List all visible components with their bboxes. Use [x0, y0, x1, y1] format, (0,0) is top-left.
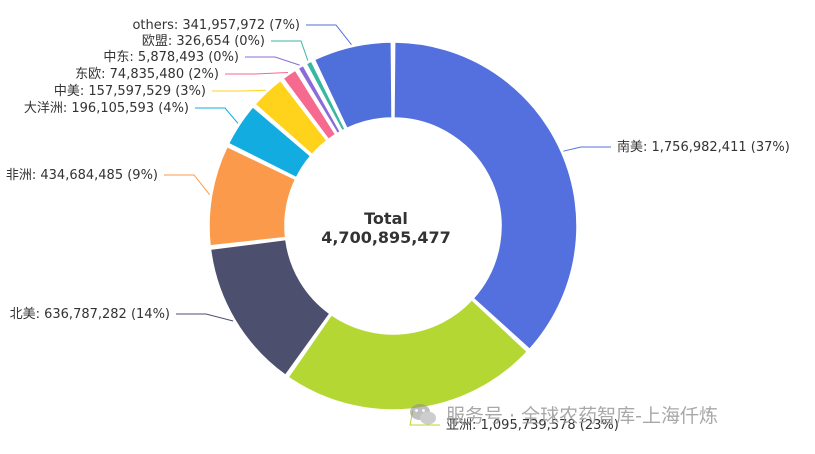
leader-line-北美 [176, 313, 234, 322]
slice-label-北美: 北美: 636,787,282 (14%) [10, 307, 170, 322]
slice-label-欧盟: 欧盟: 326,654 (0%) [142, 34, 265, 49]
center-total-title: Total [364, 209, 408, 228]
wechat-icon [410, 404, 436, 425]
slice-label-大洋洲: 大洋洲: 196,105,593 (4%) [24, 101, 189, 116]
leader-line-南美 [563, 146, 611, 152]
leader-line-others [306, 24, 352, 46]
slice-label-中美: 中美: 157,597,529 (3%) [54, 84, 206, 99]
slice-label-亚洲: 亚洲: 1,095,739,578 (23%) [446, 418, 619, 433]
slice-非洲[interactable] [208, 145, 297, 247]
slice-label-others: others: 341,957,972 (7%) [132, 18, 300, 33]
leader-line-非洲 [164, 174, 211, 195]
slice-label-中东: 中东: 5,878,493 (0%) [103, 50, 239, 65]
slice-labels-layer: 南美: 1,756,982,411 (37%) 亚洲: 1,095,739,578… [6, 18, 790, 433]
watermark: 服务号 · 全球农药智库-上海仟炼 [410, 404, 718, 427]
slice-中东[interactable] [297, 64, 342, 135]
slices-layer [208, 41, 578, 411]
watermark-text: 服务号 · 全球农药智库-上海仟炼 [446, 405, 718, 427]
slice-东欧[interactable] [282, 69, 337, 141]
leader-line-中东 [245, 56, 300, 66]
slice-label-东欧: 东欧: 74,835,480 (2%) [75, 67, 219, 82]
leader-line-大洋洲 [195, 107, 239, 124]
slice-欧盟[interactable] [305, 60, 347, 132]
slice-中美[interactable] [253, 79, 328, 156]
center-total-value: 4,700,895,477 [321, 228, 451, 247]
leader-line-中美 [212, 89, 266, 92]
slice-label-非洲: 非洲: 434,684,485 (9%) [6, 168, 158, 183]
leader-line-东欧 [225, 72, 288, 75]
slice-北美[interactable] [209, 238, 331, 377]
slice-大洋洲[interactable] [227, 105, 312, 179]
slice-亚洲[interactable] [287, 298, 529, 411]
slice-others[interactable] [313, 41, 393, 130]
leader-line-欧盟 [271, 40, 309, 61]
slice-label-南美: 南美: 1,756,982,411 (37%) [617, 139, 790, 155]
slice-南美[interactable] [393, 41, 578, 351]
